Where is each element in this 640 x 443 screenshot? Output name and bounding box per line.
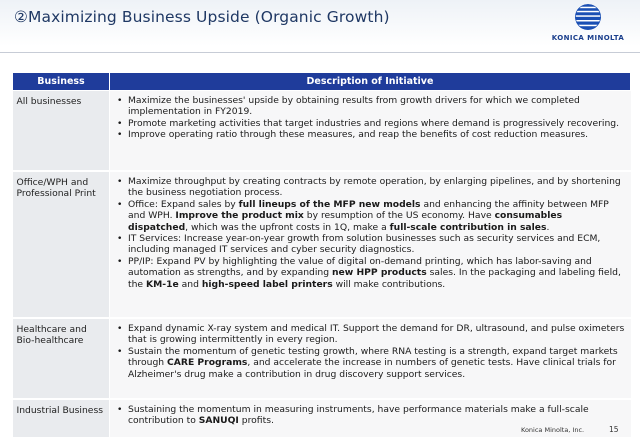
emphasis-text: consumables dispatched	[128, 210, 563, 233]
emphasis-text: high-speed label printers	[201, 278, 333, 290]
emphasis-text: full-scale contribution in sales	[389, 221, 547, 233]
bullet-item: IT Services: Increase year-on-year growt…	[114, 233, 625, 256]
table-row: Industrial Business Sustaining the momen…	[12, 399, 631, 439]
bullet-list: Maximize the businesses' upside by obtai…	[114, 95, 625, 141]
emphasis-text: Improve the product mix	[175, 210, 304, 222]
description-cell: Sustaining the momentum in measuring ins…	[109, 399, 631, 439]
body-text: by resumption of the US economy. Have	[303, 210, 495, 222]
column-header-description: Description of Initiative	[109, 72, 631, 91]
bullet-item: PP/IP: Expand PV by highlighting the val…	[114, 256, 625, 290]
page-title: ②Maximizing Business Upside (Organic Gro…	[14, 8, 390, 26]
bullet-list: Expand dynamic X-ray system and medical …	[114, 323, 625, 380]
business-cell: Office/WPH and Professional Print	[12, 171, 110, 319]
body-text: Improve operating ratio through these me…	[128, 129, 589, 141]
emphasis-text: CARE Programs	[167, 357, 248, 369]
body-text: Maximize throughput by creating contract…	[128, 176, 621, 199]
bullet-item: Expand dynamic X-ray system and medical …	[114, 323, 625, 346]
bullet-item: Sustaining the momentum in measuring ins…	[114, 404, 625, 427]
description-cell: Maximize throughput by creating contract…	[109, 171, 631, 319]
bullet-item: Maximize throughput by creating contract…	[114, 176, 625, 199]
body-text: IT Services: Increase year-on-year growt…	[128, 233, 601, 256]
body-text: and	[178, 278, 202, 290]
body-text: PP/IP: Expand PV by highlighting the val…	[128, 255, 592, 279]
business-cell: Industrial Business	[12, 399, 110, 439]
business-cell: Healthcare and Bio-healthcare	[12, 318, 110, 400]
body-text: , and accelerate the increase in numbers…	[128, 357, 616, 380]
globe-logo-icon	[575, 4, 601, 30]
bullet-list: Maximize throughput by creating contract…	[114, 176, 625, 290]
business-cell: All businesses	[12, 90, 110, 172]
body-text: Maximize the businesses' upside by obtai…	[128, 95, 580, 118]
body-text: .	[546, 221, 550, 233]
header-divider	[0, 52, 640, 53]
body-text: Sustaining the momentum in measuring ins…	[128, 404, 589, 427]
body-text: and enhancing the affinity between MFP a…	[128, 198, 609, 222]
body-text: profits.	[238, 415, 274, 427]
table-row: Healthcare and Bio-healthcare Expand dyn…	[12, 318, 631, 400]
body-text: Promote marketing activities that target…	[128, 117, 620, 129]
emphasis-text: KM-1e	[146, 278, 179, 290]
bullet-item: Maximize the businesses' upside by obtai…	[114, 95, 625, 118]
bullet-item: Improve operating ratio through these me…	[114, 129, 625, 141]
emphasis-text: new HPP products	[332, 267, 427, 279]
emphasis-text: full lineups of the MFP new models	[238, 198, 421, 210]
table-row: Office/WPH and Professional Print Maximi…	[12, 171, 631, 319]
emphasis-text: SANUQI	[198, 415, 239, 427]
footer-company: Konica Minolta, Inc.	[521, 426, 585, 434]
logo-wordmark: KONICA MINOLTA	[551, 34, 625, 42]
body-text: sales. In the packaging and labeling fie…	[128, 267, 621, 290]
body-text: Sustain the momentum of genetic testing …	[128, 345, 618, 369]
table-row: All businesses Maximize the businesses' …	[12, 90, 631, 172]
bullet-item: Sustain the momentum of genetic testing …	[114, 346, 625, 380]
bullet-item: Promote marketing activities that target…	[114, 117, 625, 130]
bullet-item: Office: Expand sales by full lineups of …	[114, 199, 625, 233]
description-cell: Expand dynamic X-ray system and medical …	[109, 318, 631, 400]
initiatives-table: Business Description of Initiative All b…	[12, 72, 631, 439]
body-text: , which was the upfront costs in 1Q, mak…	[185, 221, 390, 233]
page-number: 15	[609, 425, 619, 434]
header-band	[0, 0, 640, 46]
description-cell: Maximize the businesses' upside by obtai…	[109, 90, 631, 172]
body-text: Expand dynamic X-ray system and medical …	[128, 323, 625, 346]
table-header-row: Business Description of Initiative	[12, 72, 631, 91]
body-text: will make contributions.	[332, 278, 446, 290]
column-header-business: Business	[12, 72, 110, 91]
bullet-list: Sustaining the momentum in measuring ins…	[114, 404, 625, 427]
company-logo: KONICA MINOLTA	[540, 4, 636, 48]
body-text: Office: Expand sales by	[128, 198, 239, 210]
